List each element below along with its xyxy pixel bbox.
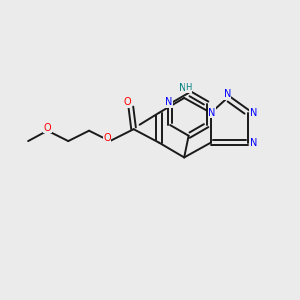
Text: O: O bbox=[103, 133, 111, 143]
Text: N: N bbox=[250, 138, 257, 148]
Text: O: O bbox=[44, 123, 51, 133]
Text: N: N bbox=[179, 82, 186, 93]
Text: O: O bbox=[124, 98, 131, 107]
Text: N: N bbox=[208, 108, 216, 118]
Text: N: N bbox=[165, 97, 172, 107]
Text: N: N bbox=[224, 89, 231, 99]
Text: N: N bbox=[250, 108, 257, 118]
Text: H: H bbox=[185, 83, 192, 92]
